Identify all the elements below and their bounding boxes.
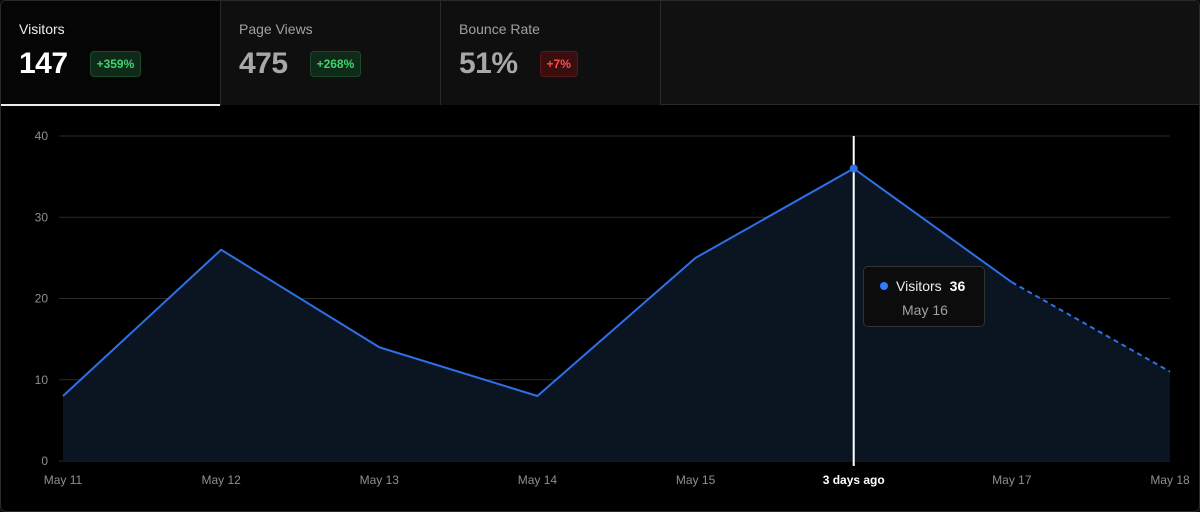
tab-bounce-rate-value: 51% bbox=[459, 47, 518, 80]
tab-visitors[interactable]: Visitors 147 +359% bbox=[1, 1, 221, 106]
chart-svg: 0 10 20 30 40 May 11 May 12 May 13 May 14 May 15 3… bbox=[35, 129, 1190, 487]
x-tick-label-may-18: May 18 bbox=[1150, 473, 1190, 487]
chart-tooltip: Visitors 36 May 16 bbox=[863, 266, 985, 327]
tab-visitors-label: Visitors bbox=[19, 21, 65, 37]
tabs-filler bbox=[661, 1, 1199, 104]
x-tick-label-may-17: May 17 bbox=[992, 473, 1032, 487]
tooltip-value: 36 bbox=[949, 278, 966, 294]
data-point-may-14 bbox=[535, 394, 539, 398]
data-point-may-18 bbox=[1168, 370, 1172, 374]
tooltip-series-dot bbox=[880, 282, 888, 290]
tab-visitors-change-badge: +359% bbox=[89, 51, 142, 77]
tab-page-views[interactable]: Page Views 475 +268% bbox=[221, 1, 441, 105]
y-tick-label-30: 30 bbox=[35, 210, 49, 224]
tab-visitors-value: 147 bbox=[19, 47, 68, 80]
tab-bounce-rate-change-badge: +7% bbox=[539, 51, 578, 77]
tab-page-views-change-badge: +268% bbox=[309, 51, 362, 77]
x-tick-hover-label: 3 days ago bbox=[823, 473, 885, 487]
data-point-may-15 bbox=[694, 256, 698, 260]
data-point-may-17 bbox=[1010, 280, 1014, 284]
tab-page-views-label: Page Views bbox=[239, 21, 313, 37]
x-tick-label-may-15: May 15 bbox=[676, 473, 716, 487]
y-tick-label-20: 20 bbox=[35, 292, 49, 306]
tab-bounce-rate-label: Bounce Rate bbox=[459, 21, 540, 37]
visitors-line-projection bbox=[1011, 281, 1171, 373]
x-tick-label-may-12: May 12 bbox=[201, 473, 241, 487]
tab-bounce-rate[interactable]: Bounce Rate 51% +7% bbox=[441, 1, 661, 105]
metric-tabs: Visitors 147 +359% Page Views 475 +268% … bbox=[1, 1, 1199, 106]
data-point-may-11 bbox=[61, 394, 65, 398]
data-point-may-12 bbox=[219, 248, 223, 252]
x-tick-label-may-14: May 14 bbox=[518, 473, 558, 487]
y-tick-label-10: 10 bbox=[35, 373, 49, 387]
data-point-may-16 bbox=[849, 164, 858, 173]
y-tick-label-0: 0 bbox=[41, 454, 48, 468]
x-tick-label-may-13: May 13 bbox=[360, 473, 400, 487]
visitors-area-fill bbox=[63, 168, 1170, 461]
tooltip-date: May 16 bbox=[902, 302, 948, 318]
x-tick-label-may-11: May 11 bbox=[44, 473, 83, 487]
tooltip-series-name: Visitors bbox=[896, 278, 942, 294]
data-point-may-13 bbox=[377, 345, 381, 349]
visitors-chart[interactable]: 0 10 20 30 40 May 11 May 12 May 13 May 14 May 15 3… bbox=[1, 106, 1199, 511]
y-tick-label-40: 40 bbox=[35, 129, 49, 143]
tab-page-views-value: 475 bbox=[239, 47, 288, 80]
